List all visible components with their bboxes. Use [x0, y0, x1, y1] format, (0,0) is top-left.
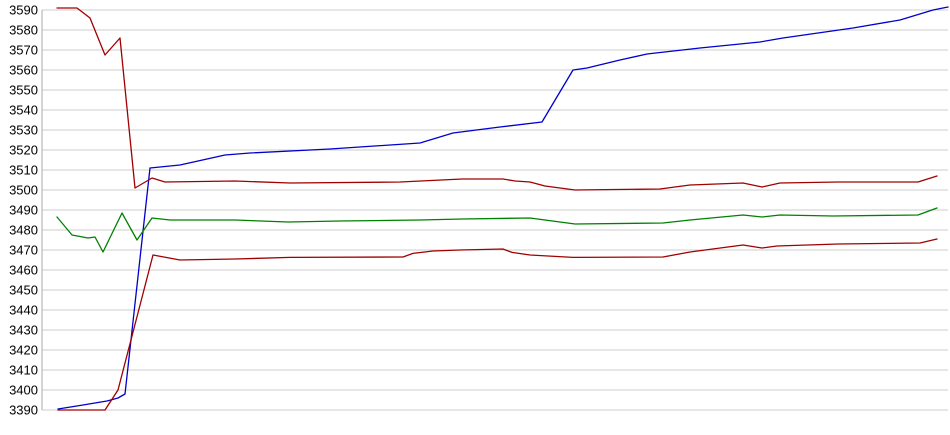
y-axis-tick-label: 3550	[9, 83, 38, 98]
green-line	[56, 207, 938, 253]
y-axis-tick-label: 3460	[9, 263, 38, 278]
blue-line	[57, 6, 949, 410]
y-axis-tick-label: 3590	[9, 3, 38, 18]
y-axis-tick-label: 3520	[9, 143, 38, 158]
y-axis-tick-label: 3560	[9, 63, 38, 78]
y-axis-tick-label: 3500	[9, 183, 38, 198]
y-axis-tick-label: 3450	[9, 283, 38, 298]
y-axis-tick-label: 3480	[9, 223, 38, 238]
y-axis-tick-label: 3470	[9, 243, 38, 258]
y-axis-tick-label: 3400	[9, 383, 38, 398]
y-axis-tick-label: 3430	[9, 323, 38, 338]
y-axis-tick-label: 3540	[9, 103, 38, 118]
y-axis-tick-label: 3510	[9, 163, 38, 178]
y-axis-tick-label: 3570	[9, 43, 38, 58]
y-axis-tick-label: 3490	[9, 203, 38, 218]
y-axis-tick-label: 3420	[9, 343, 38, 358]
dark-red-lower-line	[57, 238, 938, 411]
dark-red-upper-line	[56, 7, 938, 191]
y-axis-tick-label: 3440	[9, 303, 38, 318]
y-axis-tick-label: 3390	[9, 403, 38, 418]
y-axis-tick-label: 3530	[9, 123, 38, 138]
y-axis-tick-label: 3410	[9, 363, 38, 378]
y-axis-tick-label: 3580	[9, 23, 38, 38]
